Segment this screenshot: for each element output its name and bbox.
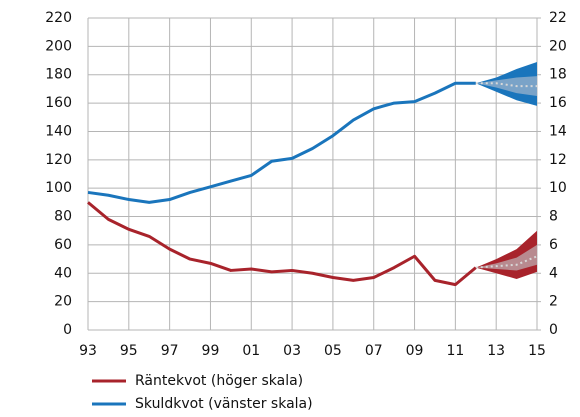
y2-tick-label: 10	[549, 180, 567, 196]
forecast-line	[475, 82, 537, 88]
legend-label: Skuldkvot (vänster skala)	[135, 396, 313, 412]
x-tick-label: 09	[406, 343, 424, 359]
y-tick-label: 40	[54, 265, 72, 281]
x-tick-label: 11	[446, 343, 464, 359]
y-tick-label: 0	[63, 322, 72, 338]
y2-tick-label: 20	[549, 38, 567, 54]
forecast-line	[475, 255, 538, 269]
forecast-band-inner	[475, 76, 537, 96]
y-tick-label: 140	[45, 123, 72, 139]
y2-tick-label: 6	[549, 237, 558, 253]
y2-tick-label: 22	[549, 10, 567, 26]
y-tick-label: 220	[45, 10, 72, 26]
y-tick-label: 80	[54, 209, 72, 225]
series-line	[87, 81, 476, 204]
y2-tick-label: 16	[549, 95, 567, 111]
x-tick-label: 15	[528, 343, 546, 359]
y2-tick-label: 18	[549, 67, 567, 83]
x-tick-label: 01	[242, 343, 260, 359]
series-line	[87, 201, 477, 287]
y-tick-label: 180	[45, 67, 72, 83]
y2-tick-label: 12	[549, 152, 567, 168]
forecast-band-inner	[475, 244, 537, 271]
x-tick-label: 93	[79, 343, 97, 359]
y2-tick-label: 2	[549, 294, 558, 310]
legend-label: Räntekvot (höger skala)	[135, 373, 303, 389]
x-tick-label: 99	[202, 343, 220, 359]
x-tick-label: 03	[283, 343, 301, 359]
y2-tick-label: 8	[549, 209, 558, 225]
x-tick-label: 95	[120, 343, 138, 359]
y-tick-label: 20	[54, 294, 72, 310]
y-tick-label: 160	[45, 95, 72, 111]
y2-tick-label: 0	[549, 322, 558, 338]
y-tick-label: 200	[45, 38, 72, 54]
x-tick-label: 07	[365, 343, 383, 359]
y2-tick-label: 14	[549, 123, 567, 139]
y2-tick-label: 4	[549, 265, 558, 281]
x-tick-label: 97	[161, 343, 179, 359]
x-tick-label: 13	[487, 343, 505, 359]
y-tick-label: 60	[54, 237, 72, 253]
y-tick-label: 120	[45, 152, 72, 168]
y-tick-label: 100	[45, 180, 72, 196]
x-tick-label: 05	[324, 343, 342, 359]
